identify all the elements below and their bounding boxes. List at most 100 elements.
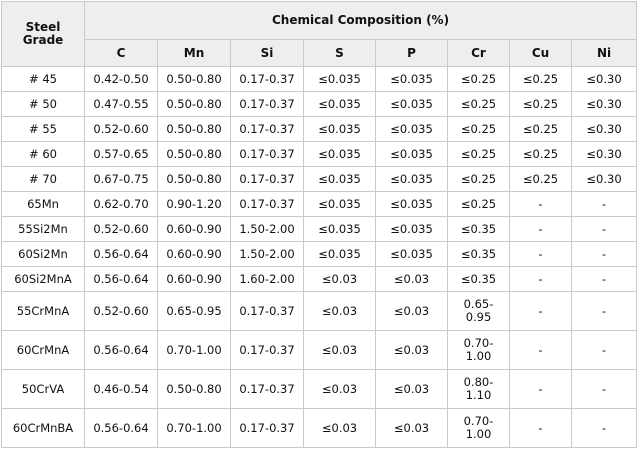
cr-value-cell: 0.70- 1.00	[447, 408, 510, 448]
s-value-cell: ≤0.035	[303, 166, 376, 192]
si-value-cell: 0.17-0.37	[230, 166, 304, 192]
steel-grade-cell: # 45	[1, 66, 85, 92]
table-row: 55CrMnA 0.52-0.60 0.65-0.95 0.17-0.37 ≤0.03 ≤…	[1, 291, 638, 331]
si-value-cell: 0.17-0.37	[230, 191, 304, 217]
c-value-cell: 0.57-0.65	[84, 141, 158, 167]
s-value-cell: ≤0.03	[303, 369, 376, 409]
table-row: 65Mn 0.62-0.70 0.90-1.20 0.17-0.37 ≤0.035 ≤0.…	[1, 191, 638, 217]
steel-grade-cell: 60Si2Mn	[1, 241, 85, 267]
table-row: 55Si2Mn 0.52-0.60 0.60-0.90 1.50-2.00 ≤0.035…	[1, 216, 638, 242]
element-header-cu: Cu	[509, 39, 572, 67]
ni-value-cell: ≤0.30	[570, 66, 638, 92]
p-value-cell: ≤0.035	[375, 166, 448, 192]
cr-value-cell: ≤0.35	[447, 241, 510, 267]
steel-grade-cell: 60Si2MnA	[1, 266, 85, 292]
si-value-cell: 0.17-0.37	[230, 408, 304, 448]
c-value-cell: 0.47-0.55	[84, 91, 158, 117]
table-row: 60Si2MnA 0.56-0.64 0.60-0.90 1.60-2.00 ≤0.03…	[1, 266, 638, 292]
ni-value-cell: -	[570, 266, 638, 292]
steel-grade-header-line1: Steel	[25, 20, 61, 34]
si-value-cell: 0.17-0.37	[230, 291, 304, 331]
cr-value-cell: ≤0.25	[447, 141, 510, 167]
header-row-top: Steel Grade Chemical Composition (%)	[1, 1, 638, 67]
cu-value-cell: ≤0.25	[509, 141, 572, 167]
steel-grade-cell: 50CrVA	[1, 369, 85, 409]
s-value-cell: ≤0.035	[303, 191, 376, 217]
cr-value-line: ≤0.25	[460, 96, 497, 111]
steel-grade-cell: 60CrMnBA	[1, 408, 85, 448]
table-row: # 70 0.67-0.75 0.50-0.80 0.17-0.37 ≤0.035 ≤0.…	[1, 166, 638, 192]
cu-value-cell: -	[509, 369, 572, 409]
p-value-cell: ≤0.035	[375, 116, 448, 142]
p-value-cell: ≤0.035	[375, 216, 448, 242]
table-body: # 45 0.42-0.50 0.50-0.80 0.17-0.37 ≤0.035 ≤0.…	[1, 66, 638, 448]
cu-value-cell: ≤0.25	[509, 91, 572, 117]
p-value-cell: ≤0.035	[375, 241, 448, 267]
steel-grade-cell: # 70	[1, 166, 85, 192]
p-value-cell: ≤0.03	[375, 266, 448, 292]
cr-value-line: ≤0.25	[460, 146, 497, 161]
p-value-cell: ≤0.03	[375, 408, 448, 448]
element-header-si: Si	[230, 39, 304, 67]
cr-value-cell: 0.80- 1.10	[447, 369, 510, 409]
s-value-cell: ≤0.035	[303, 91, 376, 117]
c-value-cell: 0.67-0.75	[84, 166, 158, 192]
c-value-cell: 0.62-0.70	[84, 191, 158, 217]
steel-grade-cell: 60CrMnA	[1, 330, 85, 370]
si-value-cell: 0.17-0.37	[230, 330, 304, 370]
ni-value-cell: ≤0.30	[570, 116, 638, 142]
s-value-cell: ≤0.03	[303, 291, 376, 331]
cr-value-line: 0.80-	[463, 375, 494, 389]
table-row: # 50 0.47-0.55 0.50-0.80 0.17-0.37 ≤0.035 ≤0.…	[1, 91, 638, 117]
c-value-cell: 0.56-0.64	[84, 241, 158, 267]
cr-value-cell: ≤0.35	[447, 216, 510, 242]
steel-grade-cell: # 60	[1, 141, 85, 167]
cu-value-cell: ≤0.25	[509, 66, 572, 92]
ni-value-cell: ≤0.30	[570, 166, 638, 192]
element-header-row: C Mn Si S P Cr Cu Ni	[2, 39, 638, 67]
steel-grade-cell: 65Mn	[1, 191, 85, 217]
cr-value-line: 0.65-	[463, 297, 494, 311]
mn-value-cell: 0.50-0.80	[157, 116, 231, 142]
cr-value-cell: 0.70- 1.00	[447, 330, 510, 370]
ni-value-cell: -	[570, 216, 638, 242]
mn-value-cell: 0.60-0.90	[157, 266, 231, 292]
ni-value-cell: ≤0.30	[570, 141, 638, 167]
s-value-cell: ≤0.03	[303, 266, 376, 292]
si-value-cell: 0.17-0.37	[230, 66, 304, 92]
cr-value-line: ≤0.25	[460, 121, 497, 136]
cr-value-line: 1.00	[465, 349, 492, 363]
s-value-cell: ≤0.03	[303, 330, 376, 370]
p-value-cell: ≤0.035	[375, 91, 448, 117]
p-value-cell: ≤0.035	[375, 141, 448, 167]
mn-value-cell: 0.50-0.80	[157, 141, 231, 167]
cr-value-line: 1.00	[465, 427, 492, 441]
steel-grade-cell: 55Si2Mn	[1, 216, 85, 242]
ni-value-cell: -	[570, 291, 638, 331]
c-value-cell: 0.52-0.60	[84, 116, 158, 142]
element-header-p: P	[375, 39, 448, 67]
c-value-cell: 0.56-0.64	[84, 266, 158, 292]
si-value-cell: 1.50-2.00	[230, 216, 304, 242]
ni-value-cell: -	[570, 241, 638, 267]
si-value-cell: 0.17-0.37	[230, 116, 304, 142]
cu-value-cell: ≤0.25	[509, 166, 572, 192]
p-value-cell: ≤0.03	[375, 369, 448, 409]
cu-value-cell: -	[509, 191, 572, 217]
p-value-cell: ≤0.03	[375, 291, 448, 331]
s-value-cell: ≤0.035	[303, 216, 376, 242]
cu-value-cell: -	[509, 291, 572, 331]
si-value-cell: 1.60-2.00	[230, 266, 304, 292]
si-value-cell: 0.17-0.37	[230, 369, 304, 409]
si-value-cell: 1.50-2.00	[230, 241, 304, 267]
cr-value-line: ≤0.25	[460, 196, 497, 211]
cr-value-cell: ≤0.25	[447, 166, 510, 192]
steel-grade-header: Steel Grade	[1, 1, 85, 67]
steel-grade-cell: # 55	[1, 116, 85, 142]
s-value-cell: ≤0.035	[303, 116, 376, 142]
si-value-cell: 0.17-0.37	[230, 91, 304, 117]
cr-value-line: ≤0.35	[460, 271, 497, 286]
s-value-cell: ≤0.035	[303, 66, 376, 92]
